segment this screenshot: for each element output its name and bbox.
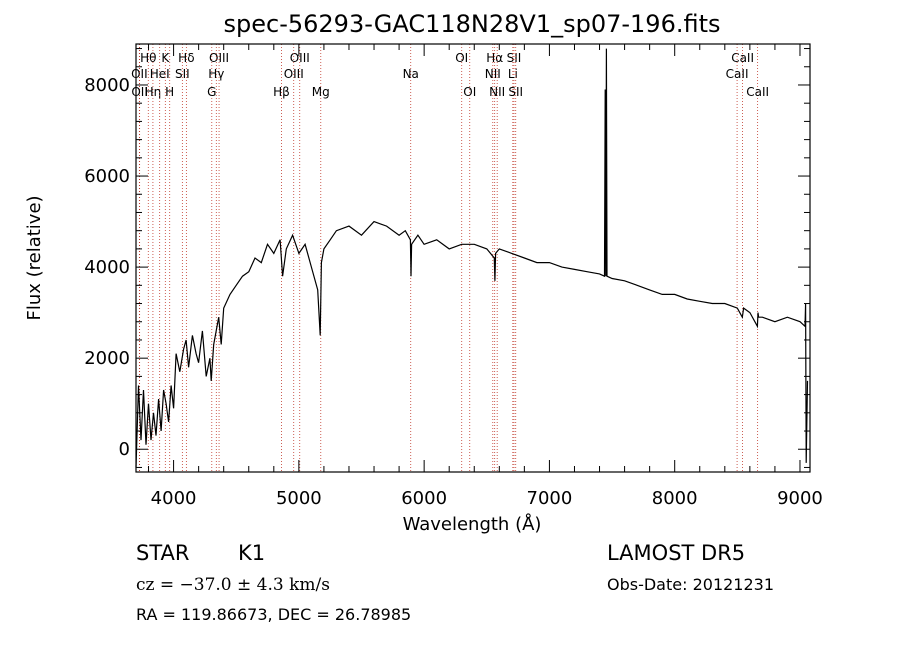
x-tick-label: 7000 <box>527 488 573 509</box>
marker-label: OI <box>463 85 476 99</box>
y-tick-label: 8000 <box>84 75 130 96</box>
marker-label: Mg <box>312 85 330 99</box>
object-subclass: K1 <box>238 541 265 565</box>
marker-label: NII <box>489 85 505 99</box>
marker-label: HeI <box>150 67 170 81</box>
x-tick-label: 4000 <box>151 488 197 509</box>
marker-label: OI <box>455 51 468 65</box>
redshift-cz: cz = −37.0 ± 4.3 km/s <box>136 575 330 595</box>
y-axis-label: Flux (relative) <box>24 195 45 320</box>
marker-label: OIII <box>284 67 304 81</box>
x-tick-label: 6000 <box>401 488 447 509</box>
marker-label: Na <box>403 67 419 81</box>
marker-label: CaII <box>726 67 749 81</box>
y-tick-label: 0 <box>119 439 130 460</box>
coordinates: RA = 119.86673, DEC = 26.78985 <box>136 605 411 624</box>
marker-label: NII <box>485 67 501 81</box>
survey-name: LAMOST DR5 <box>607 541 745 565</box>
marker-label: SII <box>175 67 190 81</box>
chart-title: spec-56293-GAC118N28V1_sp07-196.fits <box>224 10 721 38</box>
axis-ticks: 4000 5000 6000 7000 8000 9000 0 2000 4000 6000 800… <box>84 44 823 509</box>
marker-label: Hθ <box>140 51 156 65</box>
plot-frame <box>135 43 811 473</box>
marker-label: CaII <box>746 85 769 99</box>
observation-date: Obs-Date: 20121231 <box>607 575 774 594</box>
marker-label: SII <box>507 51 522 65</box>
x-axis-label: Wavelength (Å) <box>403 513 542 535</box>
marker-label: G <box>207 85 216 99</box>
y-tick-label: 4000 <box>84 257 130 278</box>
x-tick-label: 5000 <box>276 488 322 509</box>
marker-label: K <box>161 51 170 65</box>
marker-label: CaII <box>731 51 754 65</box>
x-tick-label: 9000 <box>777 488 823 509</box>
object-class: STAR <box>136 541 189 565</box>
marker-label: Hα <box>486 51 503 65</box>
marker-label: Li <box>508 67 518 81</box>
spectrum-line <box>135 48 809 468</box>
marker-label: Hβ <box>273 85 290 99</box>
x-tick-label: 8000 <box>652 488 698 509</box>
marker-label: SII <box>508 85 523 99</box>
y-tick-label: 6000 <box>84 166 130 187</box>
marker-label: Hη <box>145 85 162 99</box>
y-tick-label: 2000 <box>84 348 130 369</box>
marker-label: Hδ <box>178 51 194 65</box>
marker-label: OIII <box>290 51 310 65</box>
marker-label: OIII <box>209 51 229 65</box>
marker-label: Hγ <box>208 67 224 81</box>
marker-label: H <box>165 85 174 99</box>
